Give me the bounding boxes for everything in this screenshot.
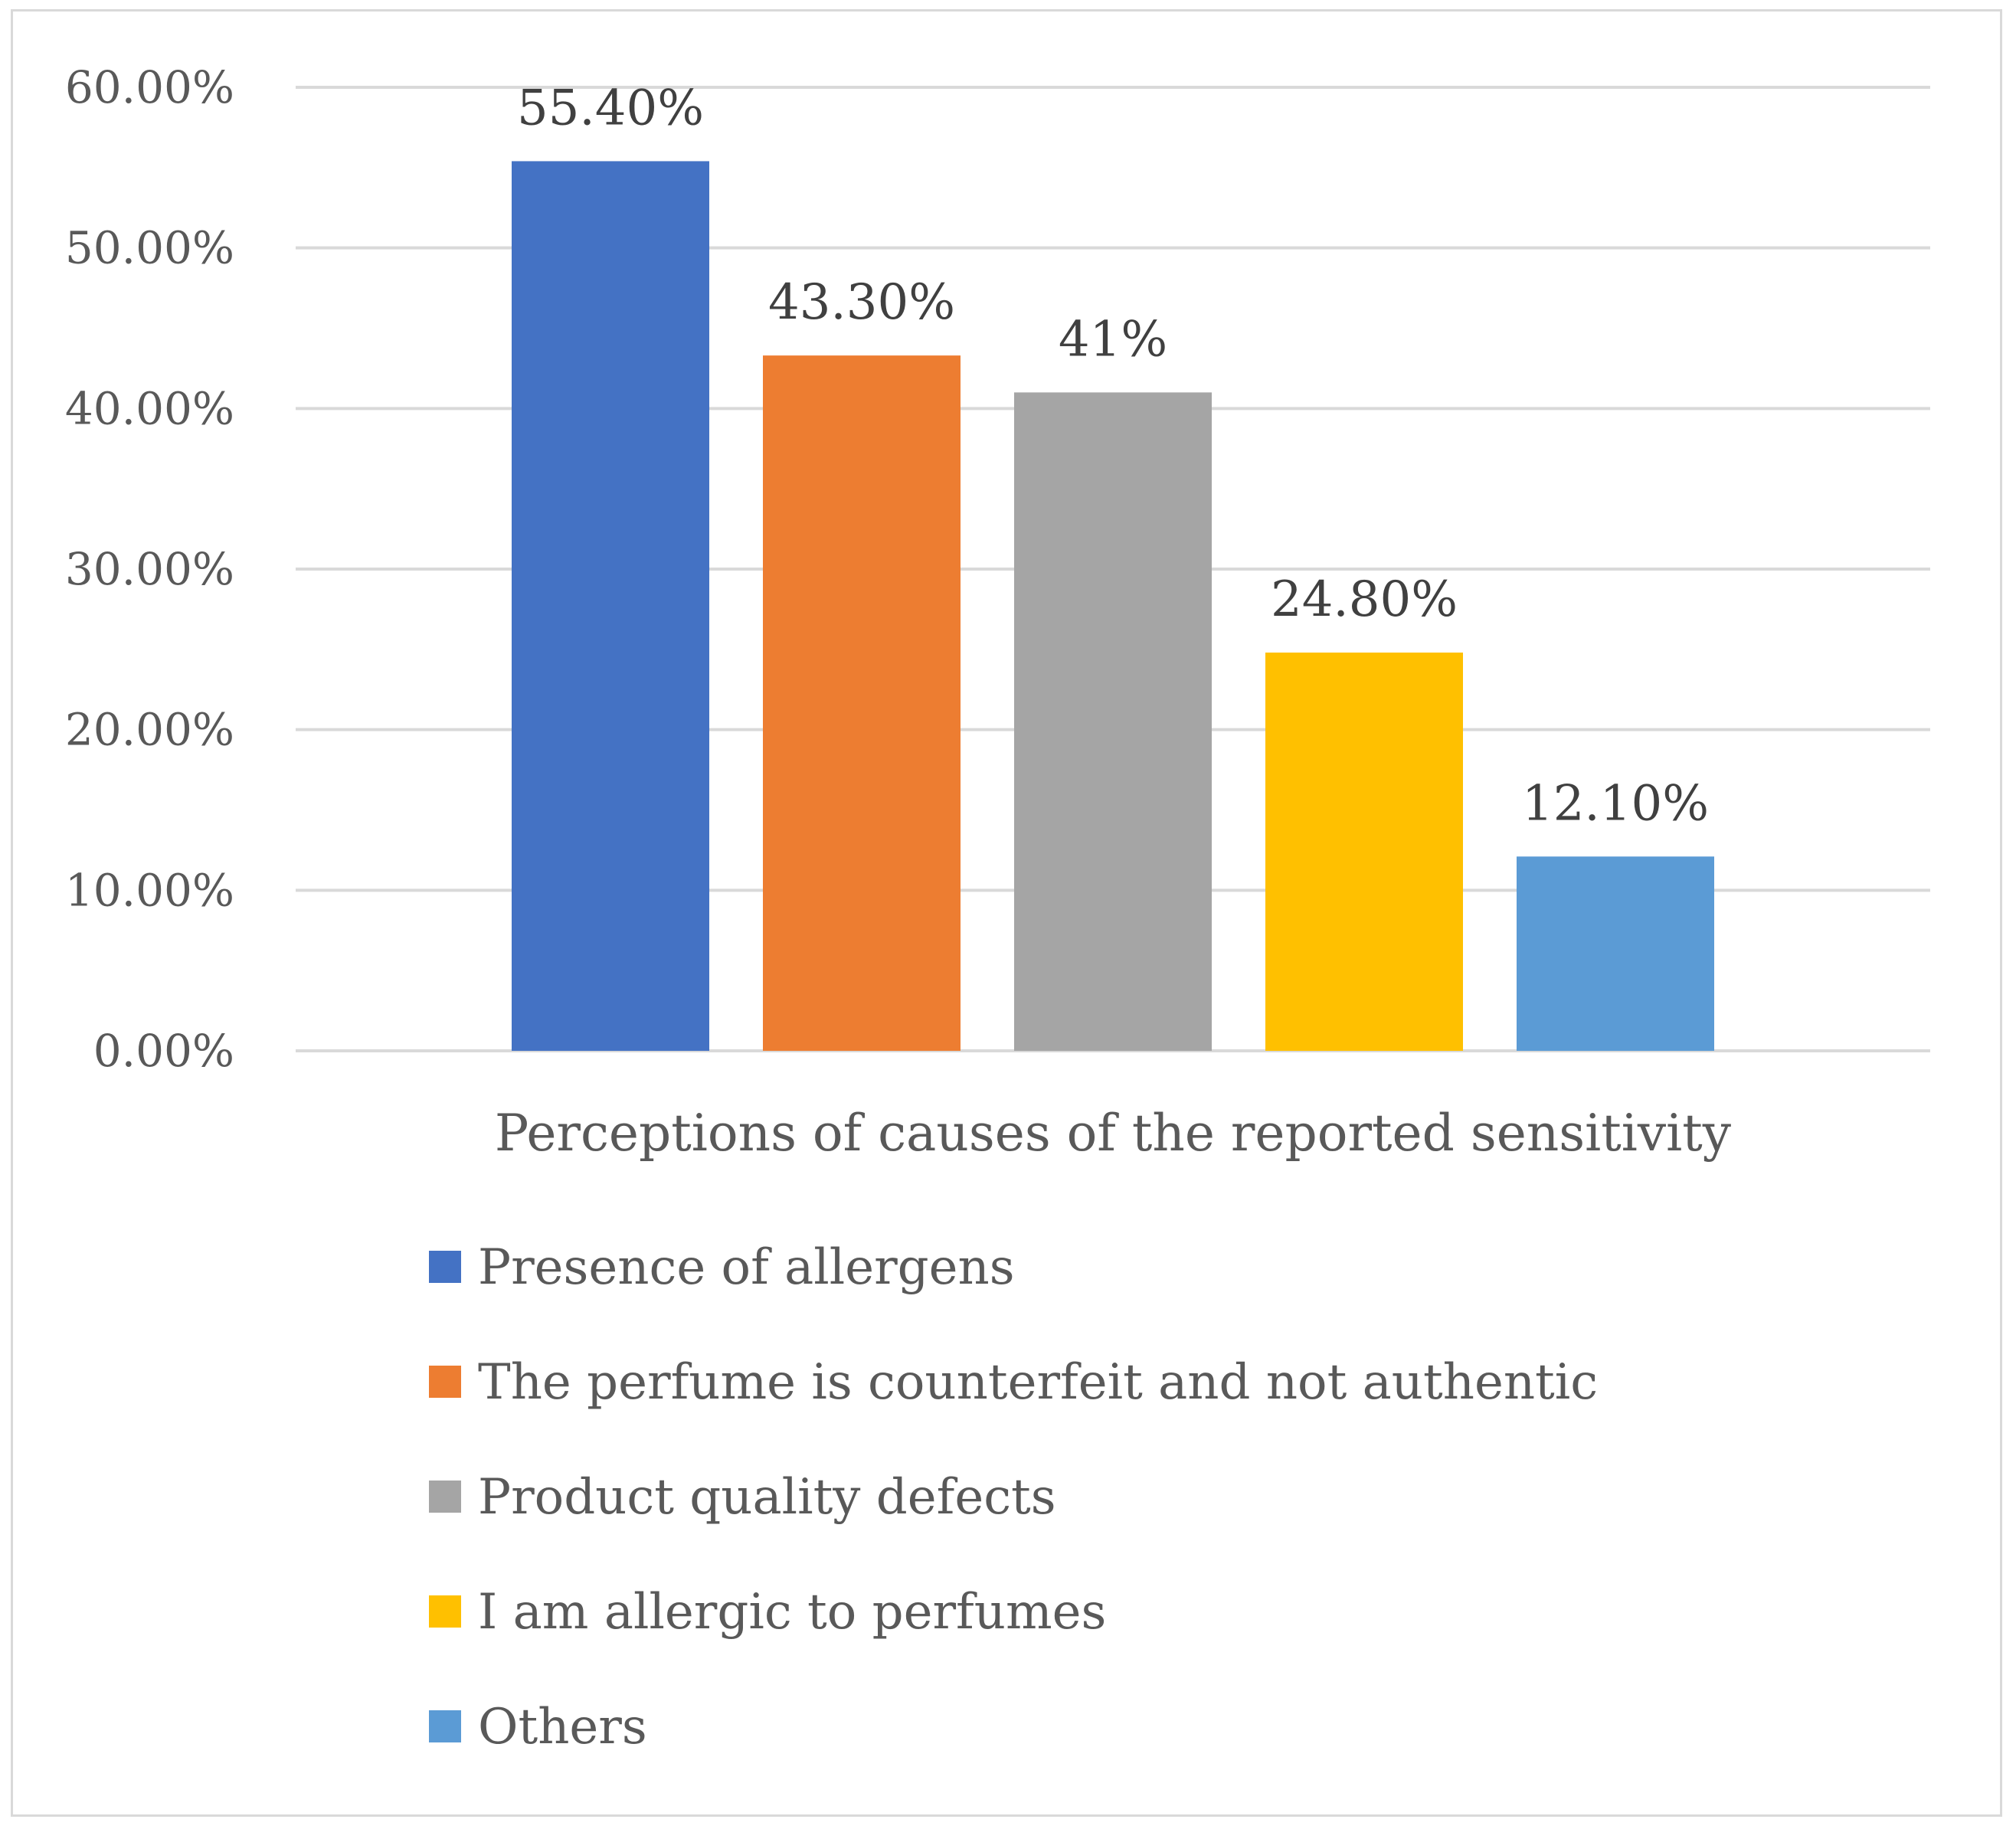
legend-swatch-2 <box>429 1481 461 1513</box>
y-tick-label-4: 40.00% <box>65 382 234 434</box>
bar-3 <box>1265 653 1463 1051</box>
legend-swatch-1 <box>429 1366 461 1398</box>
legend-swatch-4 <box>429 1710 461 1742</box>
data-label-0: 55.40% <box>517 80 704 136</box>
bar-4 <box>1517 856 1714 1051</box>
legend-swatch-0 <box>429 1251 461 1283</box>
data-label-4: 12.10% <box>1522 775 1709 832</box>
y-tick-label-5: 50.00% <box>65 222 234 274</box>
data-label-1: 43.30% <box>768 274 955 331</box>
legend-label-2: Product quality defects <box>478 1469 1056 1526</box>
data-label-2: 41% <box>1059 311 1167 368</box>
legend: Presence of allergens The perfume is coun… <box>429 1239 1598 1755</box>
legend-swatch-3 <box>429 1595 461 1628</box>
y-axis-ticks: 0.00% 10.00% 20.00% 30.00% 40.00% 50.00% 60.00… <box>65 61 234 1077</box>
y-tick-label-1: 10.00% <box>65 864 234 916</box>
bar-1 <box>763 355 961 1052</box>
y-tick-label-2: 20.00% <box>65 704 234 756</box>
x-axis-category-label: Perceptions of causes of the reported se… <box>495 1104 1732 1163</box>
bar-0 <box>512 161 709 1052</box>
legend-label-4: Others <box>478 1699 647 1755</box>
legend-label-3: I am allergic to perfumes <box>478 1584 1106 1641</box>
y-tick-label-6: 60.00% <box>65 61 234 113</box>
legend-label-0: Presence of allergens <box>478 1239 1015 1296</box>
y-tick-label-0: 0.00% <box>93 1025 234 1077</box>
data-labels: 55.40% 43.30% 41% 24.80% 12.10% <box>517 80 1709 832</box>
bar-2 <box>1014 392 1212 1051</box>
legend-label-1: The perfume is counterfeit and not authe… <box>478 1354 1598 1411</box>
y-tick-label-3: 30.00% <box>65 543 234 595</box>
data-label-3: 24.80% <box>1271 571 1458 628</box>
bars <box>512 161 1714 1052</box>
